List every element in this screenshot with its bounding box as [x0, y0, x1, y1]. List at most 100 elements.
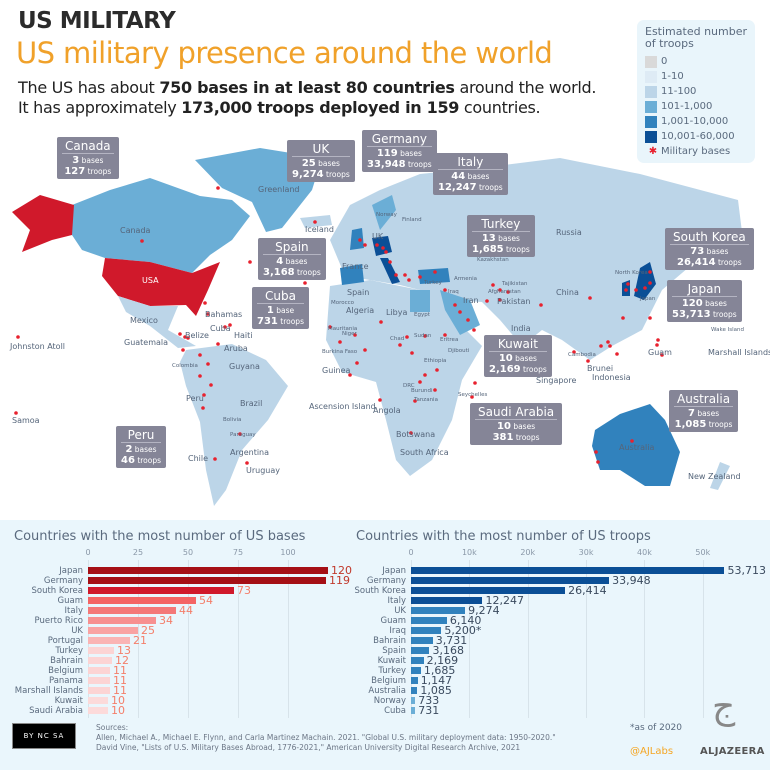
map-label: Indonesia: [592, 373, 631, 382]
gridline: [288, 560, 289, 718]
map-new-zealand: [710, 462, 730, 490]
callout-country: Canada: [62, 139, 114, 154]
value-label: 21: [133, 634, 147, 647]
map-label: Spain: [347, 288, 370, 297]
base-marker: [405, 335, 409, 339]
base-marker: [375, 243, 379, 247]
troops-unit: troops: [717, 258, 742, 267]
bar: [411, 567, 725, 574]
bases-count: 119: [376, 148, 398, 159]
base-marker: [423, 373, 427, 377]
map-label: Tanzania: [414, 397, 438, 403]
category-label: Germany: [366, 576, 406, 586]
license-text: BY NC SA: [23, 732, 65, 740]
map-label: Singapore: [536, 376, 577, 385]
base-marker: [201, 406, 205, 410]
base-marker: [186, 336, 190, 340]
base-marker: [624, 288, 628, 292]
map-norway: [372, 195, 396, 230]
subtitle-line-1: The US has about 750 bases in at least 8…: [18, 78, 596, 97]
legend-item: 10,001-60,000: [645, 129, 747, 144]
base-marker: [655, 343, 659, 347]
legend-label: 1-10: [661, 71, 684, 82]
category-label: Norway: [373, 696, 406, 706]
bar: [411, 667, 421, 674]
base-marker: [216, 342, 220, 346]
category-label: Belgium: [48, 666, 83, 676]
callout-troops: 46 troops: [121, 455, 161, 466]
map-label: Norway: [376, 212, 397, 218]
base-marker: [594, 450, 598, 454]
base-marker: [498, 298, 502, 302]
map-label: Algeria: [346, 306, 375, 315]
base-marker: [418, 275, 422, 279]
legend-label: 0: [661, 56, 668, 67]
base-marker: [648, 281, 652, 285]
base-marker: [418, 380, 422, 384]
category-label: Saudi Arabia: [29, 706, 83, 716]
bar: [88, 657, 112, 664]
base-marker: [433, 388, 437, 392]
callout-troops: 53,713 troops: [672, 309, 737, 320]
value-label: 54: [199, 594, 213, 607]
value-label: 53,713: [727, 564, 766, 577]
base-marker: [409, 431, 413, 435]
map-label: Tajikistan: [502, 281, 528, 287]
callout-troops: 12,247 troops: [438, 182, 503, 193]
category-label: Spain: [382, 646, 406, 656]
callout-cuba: Cuba 1 base 731 troops: [252, 287, 309, 329]
gridline: [644, 560, 646, 718]
bases-count: 3: [72, 155, 80, 166]
map-label: Haiti: [234, 331, 253, 340]
base-marker: [648, 270, 652, 274]
map-label: Burundi: [411, 388, 433, 394]
value-label: 34: [159, 614, 173, 627]
x-tick-label: 20k: [520, 548, 536, 557]
bar: [88, 577, 326, 584]
gridline: [138, 560, 139, 718]
map-label: Bolivia: [223, 417, 242, 423]
bases-count: 13: [481, 233, 496, 244]
callout-troops: 2,169 troops: [489, 364, 547, 375]
map-label: Chile: [188, 454, 209, 463]
value-label: 3,168: [432, 644, 464, 657]
map-italy: [380, 258, 400, 284]
base-marker: [303, 281, 307, 285]
category-label: Guam: [380, 616, 406, 626]
legend-item: 11-100: [645, 84, 747, 99]
bases-unit: bases: [134, 445, 157, 454]
base-marker: [14, 411, 18, 415]
base-marker: [634, 288, 638, 292]
gridline: [469, 560, 471, 718]
map-label: Niger: [342, 331, 357, 337]
x-tick-label: 0: [85, 548, 91, 557]
base-marker: [626, 282, 630, 286]
gridline: [238, 560, 239, 718]
value-label: 731: [418, 704, 440, 717]
bar: [411, 677, 418, 684]
troops-unit: troops: [280, 317, 304, 326]
callout-spain: Spain 4 bases 3,168 troops: [258, 238, 326, 280]
map-label: Seychelles: [458, 392, 488, 398]
map-label: Brunei: [587, 364, 614, 373]
map-label: Chad: [390, 336, 405, 342]
callout-uk: UK 25 bases 9,274 troops: [287, 140, 355, 182]
map-label: North Korea: [615, 270, 648, 276]
category-label: Japan: [382, 566, 406, 576]
map-label: Guinea: [322, 366, 351, 375]
map-label: New Zealand: [688, 472, 741, 481]
category-label: Japan: [59, 566, 83, 576]
gridline: [586, 560, 588, 718]
map-label: Kazakhstan: [477, 257, 509, 263]
map-label: Ethiopia: [424, 358, 447, 364]
value-label: 26,414: [568, 584, 607, 597]
base-marker: [178, 332, 182, 336]
callout-troops: 1,685 troops: [472, 244, 530, 255]
troops-unit: troops: [326, 170, 350, 179]
legend-label: 11-100: [661, 86, 697, 97]
callout-troops: 381 troops: [475, 432, 557, 443]
base-marker: [630, 439, 634, 443]
base-marker: [466, 318, 470, 322]
callout-country: Saudi Arabia: [475, 405, 558, 420]
callout-troops: 731 troops: [257, 316, 304, 327]
